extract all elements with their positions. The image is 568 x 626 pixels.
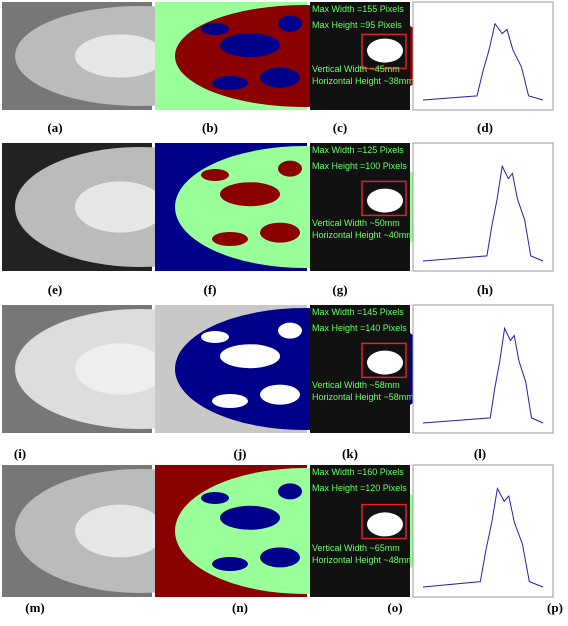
measurement-text: Vertical Width ~58mm — [312, 380, 400, 390]
measurement-text: Horizontal Height ~38mm — [312, 76, 414, 86]
measurement-text: Max Width =125 Pixels — [312, 145, 404, 155]
panel-label: (h) — [477, 282, 493, 297]
panel-label: (c) — [333, 120, 347, 135]
panel-label: (e) — [48, 282, 62, 297]
measurement-text: Max Height =100 Pixels — [312, 161, 407, 171]
panel-label: (f) — [204, 282, 217, 297]
segment-region — [220, 33, 280, 57]
segment-region — [278, 161, 302, 177]
panel-label: (p) — [547, 600, 563, 615]
measurement-text: Max Width =155 Pixels — [312, 4, 404, 14]
lesion — [367, 39, 403, 63]
segment-region — [212, 557, 248, 571]
segment-region — [201, 23, 229, 35]
lesion — [367, 351, 403, 375]
panel-label: (g) — [332, 282, 347, 297]
measurement-text: Max Height =140 Pixels — [312, 323, 407, 333]
segment-region — [201, 331, 229, 343]
measurement-text: Max Height =95 Pixels — [312, 20, 402, 30]
segment-region — [201, 169, 229, 181]
segment-region — [260, 385, 300, 405]
measurement-text: Vertical Width ~45mm — [312, 64, 400, 74]
measurement-text: Max Height =120 Pixels — [312, 483, 407, 493]
lesion — [367, 512, 403, 536]
measurement-text: Max Width =160 Pixels — [312, 467, 404, 477]
segment-region — [201, 492, 229, 504]
segment-region — [212, 394, 248, 408]
histogram-bg — [413, 143, 553, 271]
segment-region — [260, 223, 300, 243]
segment-region — [278, 16, 302, 32]
measurement-text: Horizontal Height ~58mm — [312, 392, 414, 402]
measurement-text: Horizontal Height ~40mm — [312, 230, 414, 240]
figure: Max Width =155 Pixels Max Height =95 Pixe… — [0, 0, 568, 626]
panel-label: (o) — [387, 600, 402, 615]
dense-tissue — [75, 34, 165, 77]
measurement-text: Vertical Width ~50mm — [312, 218, 400, 228]
panel-label: (b) — [202, 120, 218, 135]
segment-region — [260, 68, 300, 88]
panel-label: (j) — [234, 446, 247, 461]
panel-label: (m) — [25, 600, 45, 615]
segment-region — [220, 344, 280, 368]
measurement-text: Vertical Width ~65mm — [312, 543, 400, 553]
segment-region — [212, 232, 248, 246]
segment-region — [278, 483, 302, 499]
panel-label: (k) — [342, 446, 358, 461]
measurement-text: Max Width =145 Pixels — [312, 307, 404, 317]
dense-tissue — [75, 343, 165, 394]
dense-tissue — [75, 505, 165, 558]
measurement-text: Horizontal Height ~48mm — [312, 555, 414, 565]
panel-label: (l) — [474, 446, 486, 461]
segment-region — [220, 182, 280, 206]
histogram-bg — [413, 465, 553, 597]
histogram-bg — [413, 305, 553, 433]
panel-label: (a) — [47, 120, 62, 135]
panel-label: (d) — [477, 120, 493, 135]
segment-region — [212, 76, 248, 90]
segment-region — [260, 547, 300, 567]
segment-region — [220, 506, 280, 530]
dense-tissue — [75, 181, 165, 232]
panel-label: (i) — [14, 446, 26, 461]
panel-label: (n) — [232, 600, 248, 615]
lesion — [367, 189, 403, 213]
segment-region — [278, 323, 302, 339]
histogram-bg — [413, 2, 553, 110]
